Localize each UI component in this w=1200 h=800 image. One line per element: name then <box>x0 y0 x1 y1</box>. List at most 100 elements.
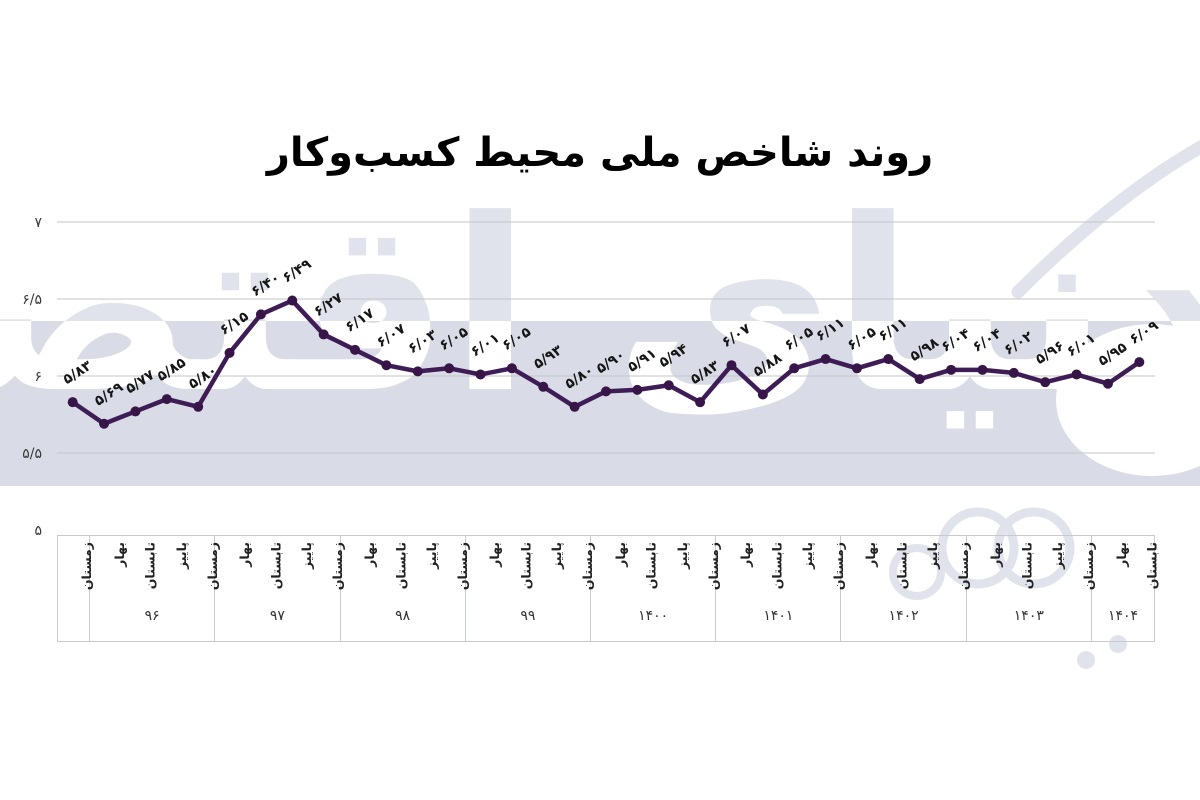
data-point-marker <box>506 363 517 374</box>
data-point-label: ۶/۰۵ <box>782 324 817 354</box>
data-point-label: ۶/۴۰ <box>248 270 283 300</box>
data-point-label: ۶/۱۱ <box>813 315 848 345</box>
data-point-label: ۵/۹۶ <box>1033 338 1068 368</box>
data-point-marker <box>287 295 298 306</box>
data-point-marker <box>381 360 392 371</box>
season-cell: بهار <box>841 536 878 606</box>
data-point-marker <box>1040 377 1051 388</box>
data-point-label: ۵/۹۱ <box>625 345 660 375</box>
season-cell: زمستان <box>1060 536 1096 606</box>
data-point-marker <box>67 397 78 408</box>
data-point-marker <box>1008 367 1019 378</box>
season-cell: پاییز <box>152 536 189 606</box>
year-group: بهار تابستان پاییز زمستان ۱۴۰۱ <box>715 536 846 641</box>
data-point-marker <box>820 354 831 365</box>
season-cell: بهار <box>341 536 377 606</box>
season-cell: زمستان <box>434 536 470 606</box>
year-group: بهار تابستان پاییز زمستان ۱۴۰۲ <box>840 536 971 641</box>
data-point-label: ۵/۹۳ <box>531 342 566 372</box>
season-cell: زمستان <box>559 536 595 606</box>
data-point-label: ۶/۰۵ <box>845 324 880 354</box>
data-point-label: ۵/۷۷ <box>123 367 158 397</box>
data-point-label: ۶/۰۲ <box>1001 328 1036 358</box>
data-point-label: ۶/۴۹ <box>280 256 315 286</box>
data-point-label: ۵/۶۹ <box>92 379 127 409</box>
data-point-label: ۶/۰۱ <box>1064 330 1099 360</box>
data-point-marker <box>444 363 455 374</box>
year-label: ۱۴۰۳ <box>1013 608 1044 624</box>
season-cell: زمستان <box>183 536 220 606</box>
data-point-label: ۶/۰۱ <box>468 330 503 360</box>
data-point-label: ۶/۰۴ <box>970 325 1005 355</box>
year-group: بهار تابستان پاییز زمستان ۱۴۰۰ <box>590 536 721 641</box>
data-point-marker <box>663 380 674 391</box>
data-point-label: ۵/۹۰ <box>594 347 629 377</box>
data-point-marker <box>161 394 172 405</box>
data-point-label: ۶/۲۷ <box>311 290 346 320</box>
season-cell: تابستان <box>246 536 283 606</box>
season-cell: پاییز <box>1029 536 1065 606</box>
data-point-label: ۶/۱۱ <box>876 315 911 345</box>
season-cell: پاییز <box>403 536 439 606</box>
year-label: ۱۴۰۲ <box>888 608 919 624</box>
data-point-marker <box>1134 357 1145 368</box>
year-label: ۱۴۰۱ <box>763 608 794 624</box>
season-cell: پاییز <box>528 536 564 606</box>
season-cell: بهار <box>716 536 753 606</box>
data-point-marker <box>977 364 988 375</box>
data-point-marker <box>130 406 141 417</box>
year-label: ۹۸ <box>395 608 411 624</box>
data-point-marker <box>569 401 580 412</box>
season-cell: پاییز <box>653 536 690 606</box>
year-label: ۱۴۰۴ <box>1107 608 1139 624</box>
data-point-marker <box>726 360 737 371</box>
data-point-label: ۵/۸۳ <box>60 357 95 387</box>
season-cell: بهار <box>1092 536 1128 606</box>
season-cell: تابستان <box>121 536 158 606</box>
season-cell: بهار <box>466 536 502 606</box>
season-cell: تابستان <box>372 536 408 606</box>
data-point-marker <box>1102 378 1113 389</box>
data-point-marker <box>851 363 862 374</box>
season-cell: پاییز <box>778 536 815 606</box>
data-point-label: ۵/۸۰ <box>186 362 221 392</box>
season-cell: زمستان <box>684 536 721 606</box>
data-point-marker <box>538 381 549 392</box>
season-cell: بهار <box>90 536 127 606</box>
year-label <box>58 606 89 641</box>
data-point-marker <box>601 386 611 397</box>
year-label: ۱۴۰۰ <box>638 608 669 624</box>
season-label: تابستان <box>1144 542 1160 590</box>
y-axis-tick-label: ۶/۵ <box>22 292 42 308</box>
y-axis-tick-label: ۶ <box>34 369 42 385</box>
data-point-marker <box>412 366 423 377</box>
data-point-marker <box>475 369 486 380</box>
data-point-marker <box>632 384 643 395</box>
season-cell: تابستان <box>1123 536 1160 606</box>
season-cell: زمستان <box>58 536 95 606</box>
season-cell: تابستان <box>497 536 533 606</box>
season-cell: زمستان <box>809 536 846 606</box>
data-point-label: ۵/۹۴ <box>656 341 691 371</box>
data-point-label: ۵/۹۸ <box>907 334 942 364</box>
season-cell: زمستان <box>308 536 345 606</box>
season-cell: بهار <box>215 536 252 606</box>
data-point-label: ۶/۰۹ <box>1127 317 1162 347</box>
data-point-label: ۵/۸۰ <box>562 362 597 392</box>
season-cell: پاییز <box>904 536 940 606</box>
season-cell: تابستان <box>873 536 909 606</box>
page-title: روند شاخص ملی محیط کسب‌وکار <box>266 130 934 176</box>
data-point-label: ۵/۸۵ <box>154 354 189 384</box>
data-point-marker <box>757 389 768 400</box>
data-point-label: ۶/۰۵ <box>499 324 534 354</box>
year-group: بهار تابستان پاییز زمستان ۹۷ <box>214 536 345 641</box>
data-point-marker <box>350 344 361 355</box>
year-group: بهار تابستان ۱۴۰۴ <box>1090 536 1160 641</box>
year-group: زمستان <box>58 536 95 641</box>
data-point-marker <box>318 329 329 340</box>
data-point-marker <box>946 364 957 375</box>
y-axis-tick-label: ۵/۵ <box>22 446 42 462</box>
data-point-marker <box>695 397 706 408</box>
